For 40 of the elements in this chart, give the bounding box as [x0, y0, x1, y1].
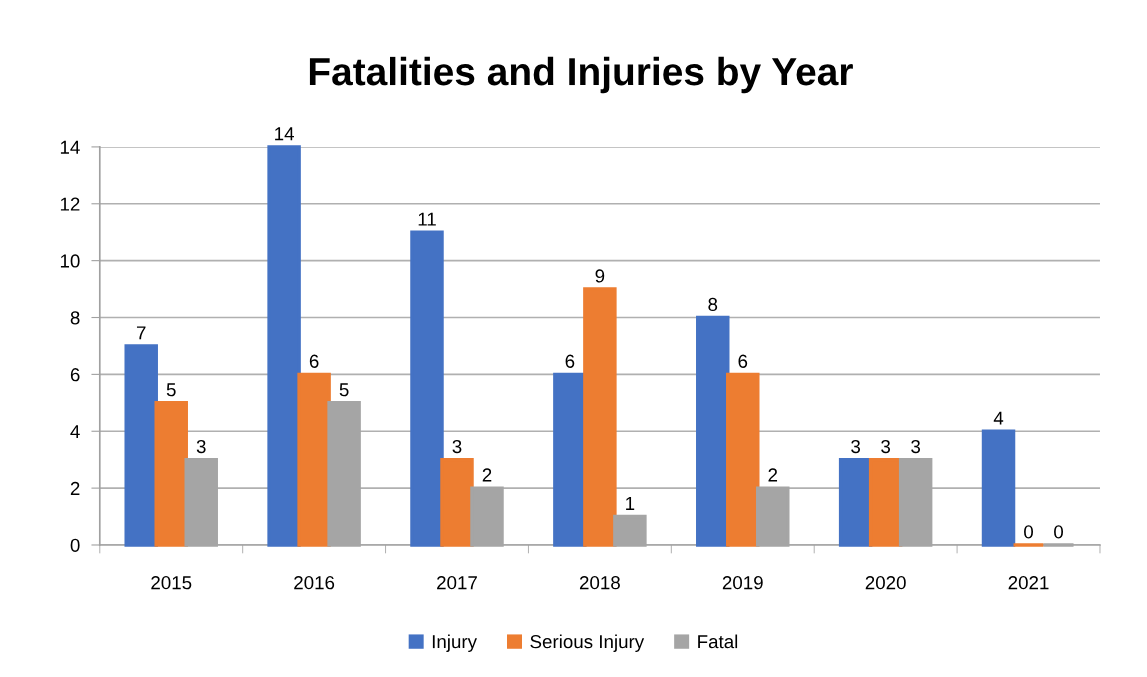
data-label: 6: [309, 354, 319, 368]
data-label: 11: [418, 212, 436, 226]
data-label: 4: [993, 411, 1004, 425]
legend-label: Fatal: [698, 634, 738, 649]
y-tick-label: 8: [70, 311, 80, 325]
x-tick-label: 2018: [579, 576, 620, 590]
x-tick-label: 2020: [865, 576, 906, 590]
x-tick-label: 2017: [437, 576, 477, 590]
data-label: 3: [881, 439, 891, 454]
y-tick-label: 10: [60, 254, 80, 268]
y-tick-label: 0: [70, 538, 80, 552]
x-tick-label: 2021: [1008, 576, 1049, 590]
data-label: 5: [339, 383, 349, 397]
data-label: 1: [626, 496, 635, 510]
data-label: 8: [708, 297, 718, 312]
data-label: 3: [452, 439, 462, 454]
y-tick-label: 4: [70, 425, 80, 439]
data-label: 6: [738, 354, 748, 368]
x-tick-label: 2015: [151, 576, 192, 590]
data-label: 2: [482, 468, 492, 482]
y-tick-label: 6: [70, 368, 80, 382]
data-label: 6: [565, 354, 575, 368]
x-tick-label: 2019: [722, 576, 763, 590]
data-label: 9: [595, 269, 605, 283]
data-label: 3: [851, 439, 861, 454]
data-label: 3: [196, 439, 206, 454]
data-label: 7: [136, 326, 146, 340]
data-label: 0: [1024, 525, 1034, 539]
data-label: 14: [275, 127, 294, 141]
x-tick-label: 2016: [294, 576, 335, 590]
y-tick-label: 12: [60, 197, 80, 211]
data-label: 5: [166, 383, 176, 397]
data-label: 2: [768, 468, 778, 482]
chart-title: Fatalities and Injuries by Year: [309, 56, 853, 94]
data-label: 0: [1054, 525, 1064, 539]
y-tick-label: 2: [70, 481, 80, 495]
y-tick-label: 14: [60, 140, 80, 154]
legend-label: Injury: [432, 634, 477, 652]
legend-label: Serious Injury: [530, 634, 645, 652]
data-label: 3: [911, 439, 921, 454]
